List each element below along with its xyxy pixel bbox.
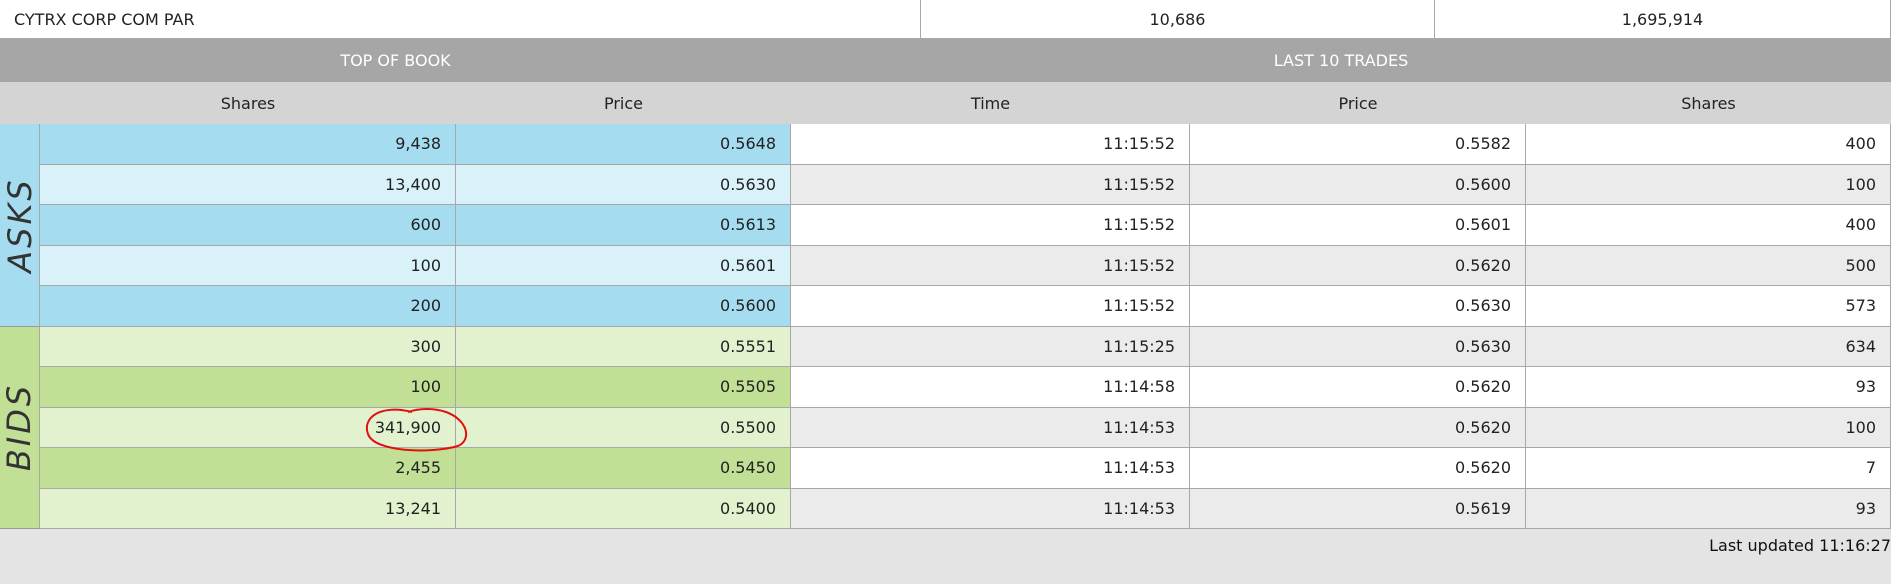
book-cell: 9,438	[40, 124, 456, 165]
trade-cell: 11:15:52	[791, 124, 1190, 165]
column-header: Shares	[1526, 82, 1891, 124]
book-cell: 2,455	[40, 448, 456, 489]
book-cell: 0.5613	[456, 205, 791, 246]
column-header: Price	[1190, 82, 1526, 124]
trade-cell: 11:14:53	[791, 488, 1190, 529]
trade-cell: 11:14:53	[791, 448, 1190, 489]
trade-cell: 7	[1526, 448, 1891, 489]
trade-cell: 0.5619	[1190, 488, 1526, 529]
trade-cell: 93	[1526, 367, 1891, 408]
side-label-text: ASKS	[0, 177, 39, 273]
summary-cell: CYTRX CORP COM PAR	[0, 0, 921, 39]
trade-cell: 0.5601	[1190, 205, 1526, 246]
book-cell: 0.5400	[456, 488, 791, 529]
book-cell: 13,400	[40, 164, 456, 205]
book-cell: 0.5450	[456, 448, 791, 489]
trade-cell: 0.5620	[1190, 245, 1526, 286]
trade-cell: 0.5620	[1190, 367, 1526, 408]
book-cell: 13,241	[40, 488, 456, 529]
book-cell: 0.5648	[456, 124, 791, 165]
trade-cell: 11:15:52	[791, 286, 1190, 327]
book-cell: 100	[40, 245, 456, 286]
summary-cell: 1,695,914	[1435, 0, 1891, 39]
trade-cell: 11:15:52	[791, 245, 1190, 286]
book-cell: 0.5500	[456, 407, 791, 448]
side-label: ASKS	[0, 124, 40, 327]
trade-cell: 11:14:58	[791, 367, 1190, 408]
trade-cell: 11:15:52	[791, 164, 1190, 205]
book-cell: 200	[40, 286, 456, 327]
trade-cell: 0.5600	[1190, 164, 1526, 205]
trade-cell: 0.5620	[1190, 407, 1526, 448]
trade-cell: 0.5620	[1190, 448, 1526, 489]
book-cell: 0.5600	[456, 286, 791, 327]
trade-cell: 573	[1526, 286, 1891, 327]
side-label: BIDS	[0, 326, 40, 529]
column-header-blank	[0, 82, 40, 124]
book-cell: 100	[40, 367, 456, 408]
trade-cell: 11:15:52	[791, 205, 1190, 246]
book-cell: 0.5551	[456, 326, 791, 367]
trade-cell: 0.5630	[1190, 286, 1526, 327]
trade-cell: 400	[1526, 205, 1891, 246]
summary-cell: 10,686	[921, 0, 1435, 39]
trade-cell: 93	[1526, 488, 1891, 529]
book-cell: 600	[40, 205, 456, 246]
last-updated: Last updated 11:16:27	[1709, 535, 1891, 555]
book-cell: 341,900	[40, 407, 456, 448]
book-cell: 0.5505	[456, 367, 791, 408]
side-label-text: BIDS	[0, 383, 39, 472]
trade-cell: 0.5630	[1190, 326, 1526, 367]
trade-cell: 11:14:53	[791, 407, 1190, 448]
trade-cell: 0.5582	[1190, 124, 1526, 165]
trade-cell: 11:15:25	[791, 326, 1190, 367]
book-cell: 300	[40, 326, 456, 367]
trade-cell: 100	[1526, 164, 1891, 205]
book-cell: 0.5630	[456, 164, 791, 205]
trade-cell: 500	[1526, 245, 1891, 286]
trade-cell: 634	[1526, 326, 1891, 367]
trade-cell: 400	[1526, 124, 1891, 165]
section-header: TOP OF BOOK	[0, 39, 791, 82]
column-header: Price	[456, 82, 791, 124]
column-header: Shares	[40, 82, 456, 124]
column-header: Time	[791, 82, 1190, 124]
trade-cell: 100	[1526, 407, 1891, 448]
book-cell: 0.5601	[456, 245, 791, 286]
section-header: LAST 10 TRADES	[791, 39, 1891, 82]
